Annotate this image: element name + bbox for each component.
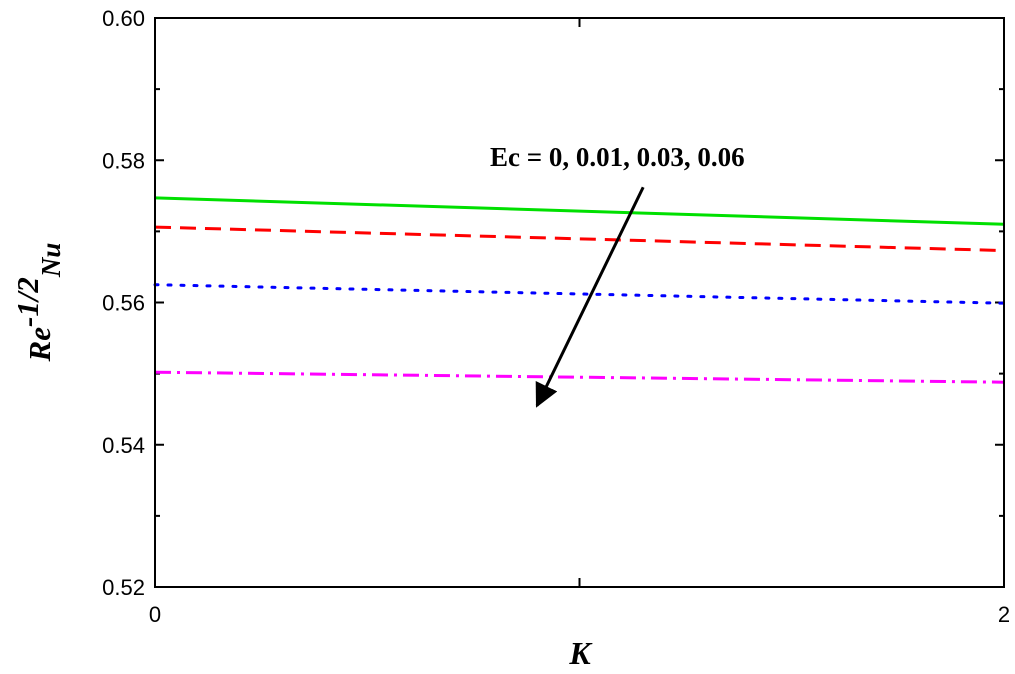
x-axis-label: K: [568, 635, 593, 671]
y-axis-label-subscript: Nu: [36, 243, 66, 279]
x-tick-label: 2: [998, 602, 1010, 627]
y-tick-label: 0.60: [102, 6, 145, 31]
y-tick-label: 0.52: [102, 575, 145, 600]
y-axis-label-base: Re: [22, 327, 57, 363]
y-tick-label: 0.56: [102, 291, 145, 316]
series-line-1: [154, 196, 1005, 226]
y-axis-label-exponent: -1/2: [10, 277, 45, 327]
axis-ticks: [154, 17, 1005, 588]
series-line-3: [153, 283, 1006, 305]
annotation-arrow: [535, 186, 645, 408]
plot-frame: [154, 17, 1005, 588]
tick-labels: 0.52 0.54 0.56 0.58 0.60 0 2: [102, 6, 1010, 627]
y-tick-label: 0.58: [102, 148, 145, 173]
y-axis-label: Re-1/2Nu: [10, 243, 66, 363]
x-tick-label: 0: [149, 602, 161, 627]
y-tick-label: 0.54: [102, 433, 145, 458]
series-line-4: [154, 370, 1005, 384]
series-line-2: [154, 225, 1005, 253]
series-lines: [153, 196, 1006, 384]
annotation-label: Ec = 0, 0.01, 0.03, 0.06: [490, 142, 745, 172]
